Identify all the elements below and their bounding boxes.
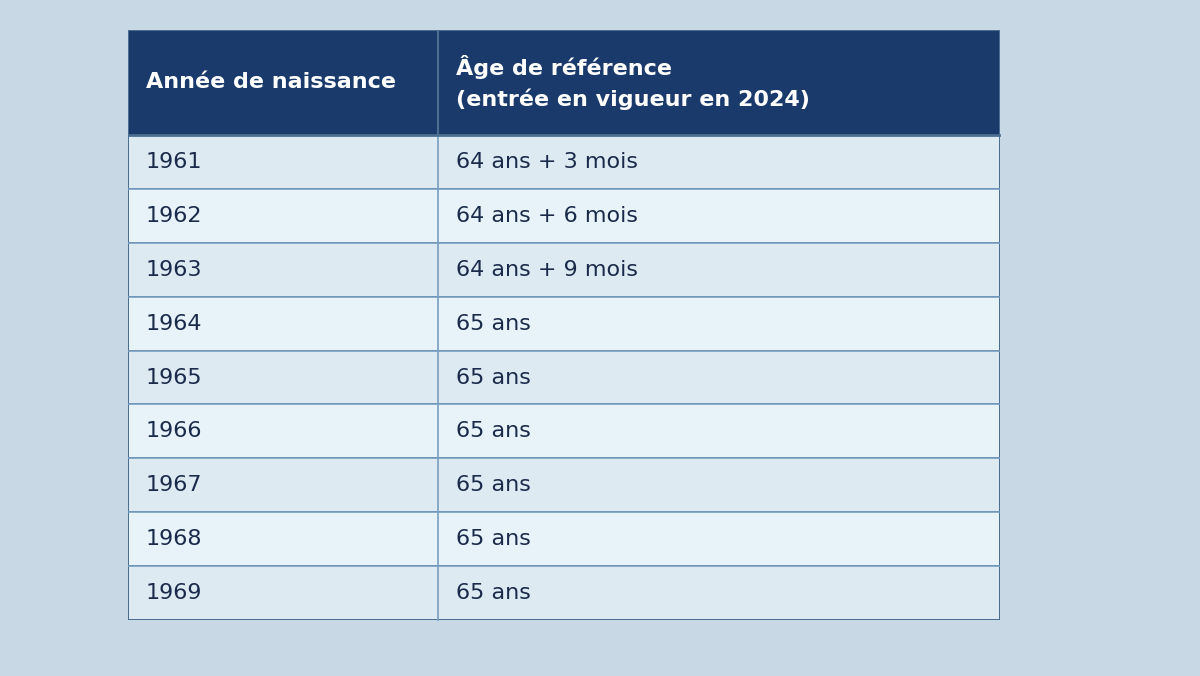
Bar (130, 189, 998, 242)
Bar (130, 31, 998, 135)
Bar (130, 243, 998, 295)
Bar (130, 404, 998, 458)
Text: 65 ans: 65 ans (456, 583, 530, 603)
Text: 64 ans + 6 mois: 64 ans + 6 mois (456, 206, 637, 226)
Bar (128, 30, 1000, 620)
Text: 1963: 1963 (146, 260, 203, 280)
Text: 1962: 1962 (146, 206, 203, 226)
Bar (130, 512, 998, 565)
Text: 65 ans: 65 ans (456, 529, 530, 549)
Text: 1961: 1961 (146, 152, 203, 172)
Text: 1964: 1964 (146, 314, 203, 334)
Bar (130, 297, 998, 349)
Text: 65 ans: 65 ans (456, 314, 530, 334)
Text: 65 ans: 65 ans (456, 475, 530, 496)
Text: 64 ans + 3 mois: 64 ans + 3 mois (456, 152, 637, 172)
Text: 64 ans + 9 mois: 64 ans + 9 mois (456, 260, 637, 280)
Text: 1967: 1967 (146, 475, 203, 496)
Text: Âge de référence
(entrée en vigueur en 2024): Âge de référence (entrée en vigueur en 2… (456, 55, 810, 110)
Bar (130, 566, 998, 619)
Text: 1968: 1968 (146, 529, 203, 549)
Text: 1969: 1969 (146, 583, 203, 603)
Text: Année de naissance: Année de naissance (146, 72, 396, 93)
Text: 1966: 1966 (146, 421, 203, 441)
Bar (130, 135, 998, 188)
Bar (130, 351, 998, 404)
Text: 65 ans: 65 ans (456, 368, 530, 387)
Text: 65 ans: 65 ans (456, 421, 530, 441)
Bar (130, 458, 998, 511)
Text: 1965: 1965 (146, 368, 203, 387)
